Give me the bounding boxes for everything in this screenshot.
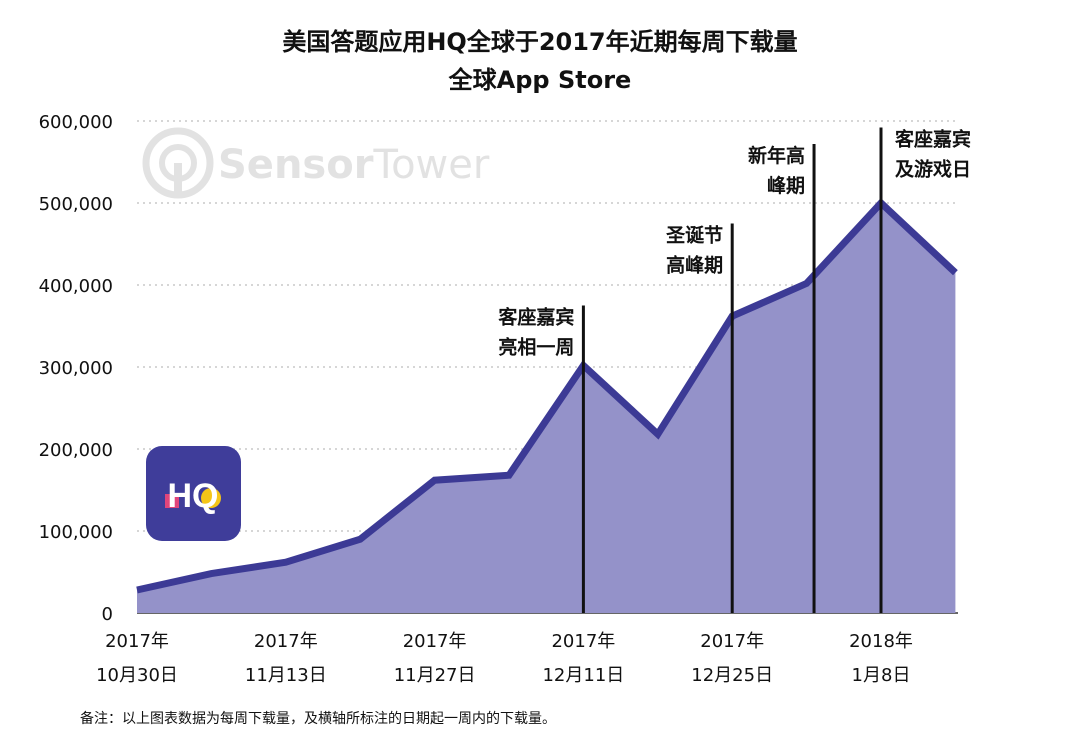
x-tick-year: 2017年 <box>403 631 467 652</box>
watermark-text-tower: Tower <box>372 142 489 188</box>
hq-logo-yellow-dot <box>201 488 221 508</box>
annotation-label: 客座嘉宾 <box>895 128 971 151</box>
x-axis-ticks: 2017年 10月30日 2017年 11月13日 2017年 11月27日 2017年 12… <box>96 631 913 686</box>
hq-logo-badge <box>146 446 241 541</box>
sensor-tower-watermark: SensorTower <box>142 127 490 199</box>
x-tick-year: 2017年 <box>254 631 318 652</box>
x-tick-date: 11月27日 <box>394 665 476 686</box>
x-tick-date: 10月30日 <box>96 665 178 686</box>
chart-subtitle: 全球App Store <box>448 66 632 94</box>
chart-footnote: 备注：以上图表数据为每周下载量，及横轴所标注的日期起一周内的下载量。 <box>80 710 556 727</box>
y-tick-label: 600,000 <box>39 112 113 133</box>
plot-area <box>136 198 958 613</box>
watermark-stem-icon <box>174 163 182 197</box>
chart-title: 美国答题应用HQ全球于2017年近期每周下载量 <box>282 28 797 56</box>
y-tick-label: 100,000 <box>39 522 113 543</box>
x-tick-year: 2017年 <box>105 631 169 652</box>
hq-app-logo: HQ <box>146 446 241 541</box>
x-tick-year: 2017年 <box>700 631 764 652</box>
annotation-label: 及游戏日 <box>895 158 971 181</box>
annotation-label: 亮相一周 <box>498 336 574 359</box>
y-axis-ticks: 0 100,000 200,000 300,000 400,000 500,000 600,… <box>39 112 113 625</box>
x-tick-year: 2017年 <box>551 631 615 652</box>
y-tick-label: 0 <box>102 604 113 625</box>
svg-text:SensorTower: SensorTower <box>218 142 490 188</box>
hq-logo-text: HQ <box>168 477 219 515</box>
x-tick-date: 1月8日 <box>852 665 911 686</box>
y-tick-label: 300,000 <box>39 358 113 379</box>
x-tick-date: 12月11日 <box>542 665 624 686</box>
y-tick-label: 200,000 <box>39 440 113 461</box>
y-tick-label: 400,000 <box>39 276 113 297</box>
annotation-label: 新年高 <box>748 144 805 167</box>
x-tick-date: 12月25日 <box>691 665 773 686</box>
annotation-label: 峰期 <box>767 174 805 197</box>
annotation-label: 客座嘉宾 <box>498 306 574 329</box>
series-line <box>136 198 958 594</box>
annotation-label: 高峰期 <box>666 254 723 277</box>
hq-logo-pink-square <box>165 494 179 508</box>
x-tick-date: 11月13日 <box>245 665 327 686</box>
x-tick-year: 2018年 <box>849 631 913 652</box>
annotation-label: 圣诞节 <box>666 224 723 247</box>
series-area <box>137 203 956 613</box>
watermark-text-sensor: Sensor <box>218 142 374 188</box>
y-tick-label: 500,000 <box>39 194 113 215</box>
